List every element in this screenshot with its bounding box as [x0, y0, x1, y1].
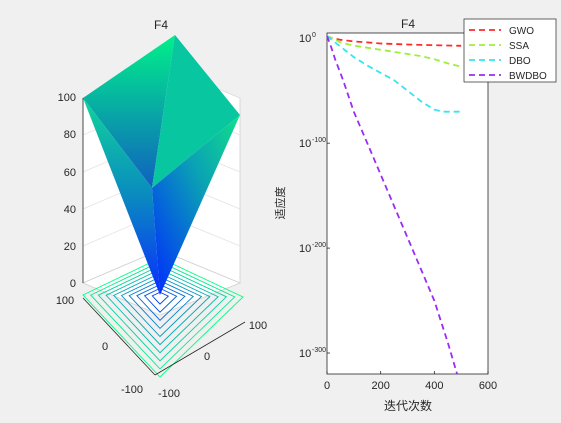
z-tick-label: 60: [64, 167, 76, 179]
y-tick-label: 10: [299, 33, 311, 45]
surface-back-right-face: [152, 35, 240, 188]
legend-label: SSA: [509, 41, 529, 52]
contour-line: [89, 261, 236, 370]
contour-line: [82, 257, 244, 378]
contour-lines: [82, 257, 244, 378]
x-tick-label: 600: [479, 380, 497, 392]
surface-front-left-face: [83, 98, 160, 295]
contour-line: [105, 268, 219, 354]
series-line-dbo: [326, 35, 462, 113]
right-plot-area: [326, 32, 489, 375]
right-x-axis-label: 迭代次数: [384, 398, 432, 413]
legend-label: DBO: [509, 56, 531, 67]
z-tick-label: 20: [64, 241, 76, 253]
y-tick-exponent: -300: [312, 347, 326, 354]
x-tick-label: -100: [121, 384, 143, 396]
surface-front-right-face: [152, 115, 240, 295]
surface-back-left-face: [83, 35, 175, 188]
series-line-ssa: [326, 35, 462, 68]
y-tick-exponent: -100: [312, 137, 326, 144]
x-tick-label: 400: [425, 380, 443, 392]
left-plot-title: F4: [154, 18, 168, 32]
y-tick-label: 0: [204, 351, 210, 363]
right-series-lines: [326, 35, 462, 375]
legend-label: BWDBO: [509, 71, 547, 82]
contour-line: [113, 272, 211, 346]
z-tick-label: 0: [70, 278, 76, 290]
contour-line: [151, 291, 170, 305]
contour-line: [120, 276, 203, 338]
left-surface-plot: F4 0 20 40 60 80 10: [56, 18, 267, 400]
z-tick-label: 100: [58, 92, 76, 104]
contour-line: [143, 287, 178, 313]
y-tick-label: 10: [299, 138, 311, 150]
legend-label: GWO: [509, 26, 534, 37]
y-tick-label: -100: [158, 388, 180, 400]
y-tick-label: 100: [249, 320, 267, 332]
contour-line: [128, 280, 194, 330]
y-tick-label: 10: [299, 243, 311, 255]
right-y-axis-label: 适应度: [273, 187, 287, 220]
contour-line: [97, 265, 228, 362]
x-tick-label: 0: [324, 380, 330, 392]
series-line-gwo: [326, 35, 462, 47]
legend-items: GWO SSA DBO BWDBO: [469, 26, 547, 82]
y-tick-label: 10: [299, 348, 311, 360]
z-tick-label: 80: [64, 129, 76, 141]
contour-line: [136, 284, 186, 321]
x-tick-label: 100: [56, 295, 74, 307]
y-axis-line: [154, 321, 246, 376]
right-plot-title: F4: [401, 17, 415, 31]
y-tick-exponent: -200: [312, 242, 326, 249]
x-tick-label: 200: [371, 380, 389, 392]
x-axis-line: [82, 297, 156, 376]
z-tick-label: 40: [64, 204, 76, 216]
x-tick-label: 0: [102, 341, 108, 353]
legend: GWO SSA DBO BWDBO: [463, 18, 557, 83]
y-tick-exponent: 0: [312, 32, 316, 39]
series-line-bwdbo: [326, 35, 458, 375]
surface: [83, 35, 240, 295]
